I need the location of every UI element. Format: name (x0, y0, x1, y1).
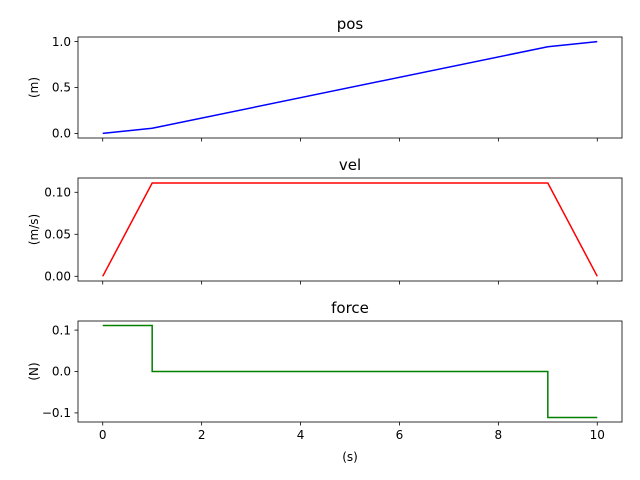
y-tick-label-pos-1: 0.5 (52, 81, 71, 95)
y-tick-label-pos-0: 0.0 (52, 127, 71, 141)
x-tick-label-force-5: 10 (590, 428, 605, 442)
x-tick-label-force-2: 4 (297, 428, 305, 442)
axes-frame-vel (77, 177, 623, 282)
y-axis-label-force: (N) (27, 362, 41, 380)
y-axis-label-pos: (m) (27, 77, 41, 98)
y-axis-label-vel: (m/s) (27, 214, 41, 245)
y-tick-label-vel-1: 0.05 (44, 227, 71, 241)
series-line-force-0 (102, 324, 598, 419)
x-tick-label-force-4: 8 (495, 428, 503, 442)
chart-title-force: force (331, 299, 369, 317)
y-tick-label-vel-0: 0.00 (44, 269, 71, 283)
chart-title-pos: pos (337, 15, 364, 33)
chart-title-vel: vel (339, 156, 361, 174)
subplot-vel: 0.00 0.05 0.10 vel (m/s) (27, 156, 623, 285)
y-tick-label-pos-2: 1.0 (52, 35, 71, 49)
subplot-pos: 0.0 0.5 1.0 pos (m) (27, 15, 623, 142)
y-tick-label-vel-2: 0.10 (44, 185, 71, 199)
y-tick-label-force-2: 0.1 (52, 323, 71, 337)
series-line-pos-0 (102, 40, 598, 135)
y-tick-label-force-0: −0.1 (42, 406, 71, 420)
subplots: 0.0 0.5 1.0 pos (m) 0.00 0.05 0.10 vel (m/s) 0 2 4 6 8… (27, 15, 623, 464)
series-line-vel-0 (102, 182, 598, 277)
subplot-force: 0 2 4 6 8 10 −0.1 0.0 0.1 force (N) (s) (27, 299, 623, 464)
y-tick-label-force-1: 0.0 (52, 365, 71, 379)
x-tick-label-force-3: 6 (396, 428, 404, 442)
x-tick-label-force-1: 2 (198, 428, 206, 442)
x-axis-label-force: (s) (342, 450, 358, 464)
x-tick-label-force-0: 0 (99, 428, 107, 442)
